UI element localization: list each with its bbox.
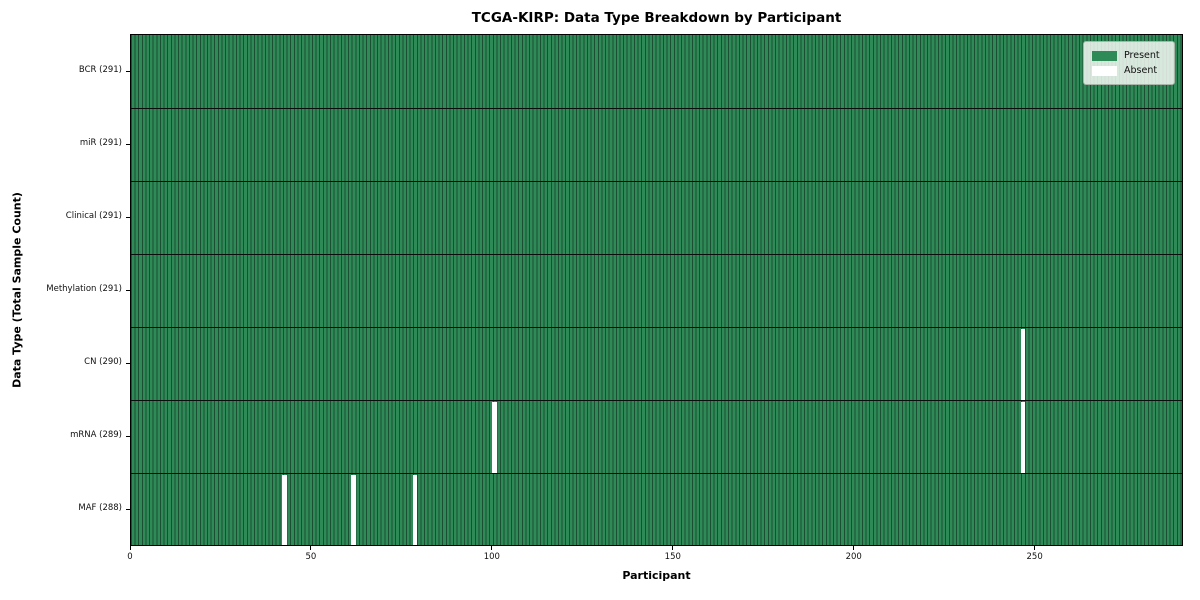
row-separator [131, 400, 1182, 402]
legend-entry-present: Present [1092, 48, 1166, 63]
x-tick-label-50: 50 [305, 552, 317, 562]
y-tick-mark [126, 216, 130, 218]
x-tick-mark [853, 546, 855, 550]
legend-entry-absent: Absent [1092, 63, 1166, 78]
y-tick-mark [126, 436, 130, 438]
legend: Present Absent [1083, 41, 1175, 85]
absent-mark-mRNA-246 [1020, 401, 1026, 473]
absent-mark-mRNA-100 [492, 401, 497, 473]
row-separator [131, 180, 1182, 182]
x-tick-mark [310, 546, 312, 550]
y-tick-mark [126, 70, 130, 72]
absent-mark-CN-246 [1020, 328, 1026, 400]
legend-label: Absent [1124, 65, 1158, 76]
x-axis-label: Participant [622, 569, 691, 582]
plot-area [130, 34, 1183, 546]
row-separator [131, 473, 1182, 475]
y-tick-label-mRNA: mRNA (289) [70, 430, 122, 441]
y-tick-label-BCR: BCR (291) [78, 64, 122, 75]
row-separator [131, 327, 1182, 329]
y-tick-mark [126, 143, 130, 145]
x-tick-label-250: 250 [1026, 552, 1043, 562]
x-tick-mark [1034, 546, 1036, 550]
y-tick-label-miR: miR (291) [79, 137, 122, 148]
x-tick-label-100: 100 [483, 552, 500, 562]
x-tick-label-200: 200 [845, 552, 862, 562]
y-tick-mark [126, 363, 130, 365]
absent-mark-MAF-78 [412, 474, 418, 545]
x-tick-mark [672, 546, 674, 550]
legend-label: Present [1124, 50, 1160, 61]
y-tick-label-Clinical: Clinical (291) [65, 210, 122, 221]
chart-title: TCGA-KIRP: Data Type Breakdown by Partic… [471, 10, 842, 26]
x-tick-mark [129, 546, 131, 550]
row-separator [131, 107, 1182, 109]
x-tick-label-0: 0 [127, 552, 133, 562]
legend-swatch-absent [1092, 65, 1117, 76]
x-tick-label-150: 150 [664, 552, 681, 562]
y-tick-mark [126, 509, 130, 511]
y-tick-label-Methylation: Methylation (291) [46, 284, 122, 294]
y-tick-mark [126, 290, 130, 291]
legend-swatch-present [1092, 50, 1117, 61]
absent-mark-MAF-61 [351, 474, 356, 545]
y-tick-label-CN: CN (290) [84, 357, 122, 368]
absent-mark-MAF-42 [282, 474, 288, 545]
x-tick-mark [491, 546, 493, 550]
row-separator [131, 253, 1182, 255]
y-tick-label-MAF: MAF (288) [78, 503, 122, 514]
